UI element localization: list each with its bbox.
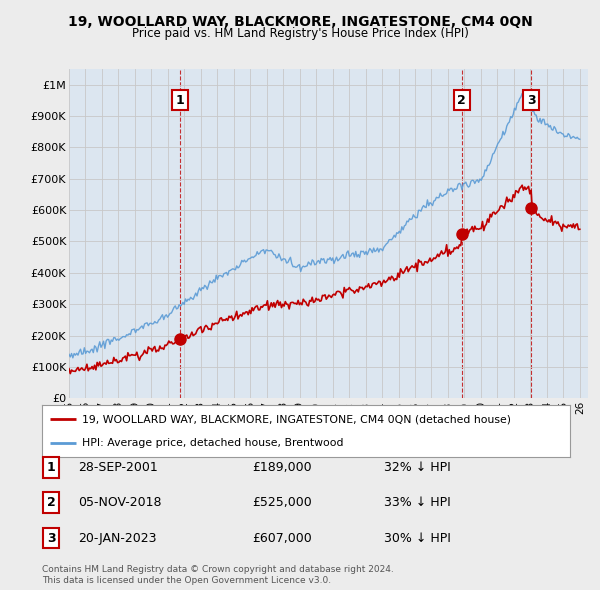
Text: 05-NOV-2018: 05-NOV-2018 xyxy=(78,496,161,509)
Text: 30% ↓ HPI: 30% ↓ HPI xyxy=(384,532,451,545)
Text: HPI: Average price, detached house, Brentwood: HPI: Average price, detached house, Bren… xyxy=(82,438,343,448)
Text: 1: 1 xyxy=(47,461,55,474)
Text: 28-SEP-2001: 28-SEP-2001 xyxy=(78,461,158,474)
Text: 19, WOOLLARD WAY, BLACKMORE, INGATESTONE, CM4 0QN: 19, WOOLLARD WAY, BLACKMORE, INGATESTONE… xyxy=(68,15,532,29)
Text: Contains HM Land Registry data © Crown copyright and database right 2024.: Contains HM Land Registry data © Crown c… xyxy=(42,565,394,574)
Text: £189,000: £189,000 xyxy=(252,461,311,474)
Text: 20-JAN-2023: 20-JAN-2023 xyxy=(78,532,157,545)
Text: 2: 2 xyxy=(457,94,466,107)
Text: 32% ↓ HPI: 32% ↓ HPI xyxy=(384,461,451,474)
Text: 3: 3 xyxy=(47,532,55,545)
Text: 19, WOOLLARD WAY, BLACKMORE, INGATESTONE, CM4 0QN (detached house): 19, WOOLLARD WAY, BLACKMORE, INGATESTONE… xyxy=(82,414,511,424)
Text: This data is licensed under the Open Government Licence v3.0.: This data is licensed under the Open Gov… xyxy=(42,576,331,585)
Text: £607,000: £607,000 xyxy=(252,532,312,545)
Text: 33% ↓ HPI: 33% ↓ HPI xyxy=(384,496,451,509)
Text: 2: 2 xyxy=(47,496,55,509)
Text: £525,000: £525,000 xyxy=(252,496,312,509)
Text: Price paid vs. HM Land Registry's House Price Index (HPI): Price paid vs. HM Land Registry's House … xyxy=(131,27,469,40)
Text: 1: 1 xyxy=(176,94,185,107)
Text: 3: 3 xyxy=(527,94,535,107)
